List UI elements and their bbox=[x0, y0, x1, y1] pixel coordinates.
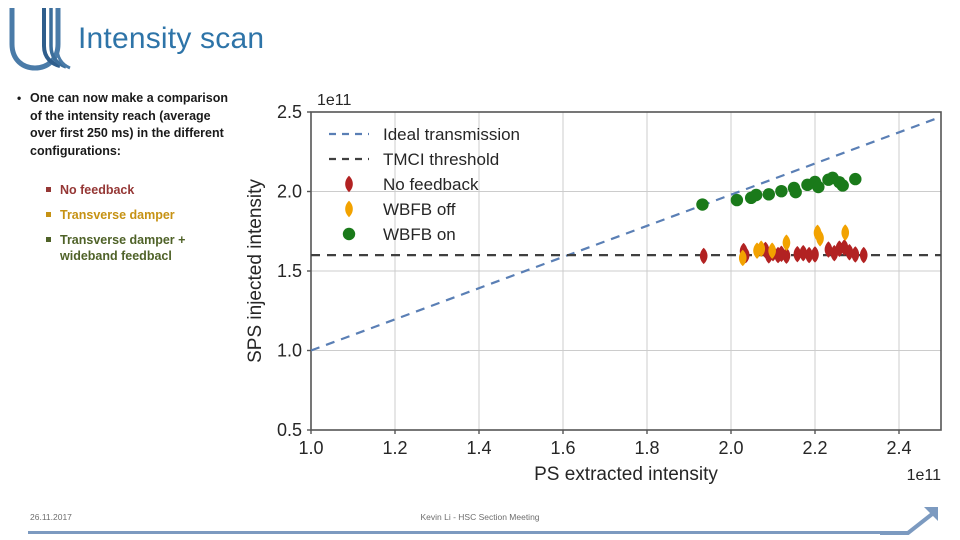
data-point-diamond bbox=[793, 245, 802, 263]
legend-label: WBFB on bbox=[383, 225, 456, 244]
data-point-diamond bbox=[805, 246, 813, 264]
data-point-diamond bbox=[738, 249, 747, 267]
list-item: No feedback bbox=[46, 182, 240, 198]
legend-marker-circle bbox=[342, 227, 356, 241]
data-point-diamond bbox=[816, 230, 824, 247]
legend-marker-diamond bbox=[345, 200, 353, 218]
data-point-circle bbox=[775, 184, 788, 198]
x-tick-label: 1.2 bbox=[382, 438, 407, 458]
data-point-circle bbox=[849, 172, 862, 186]
x-axis-exponent: 1e11 bbox=[907, 467, 942, 484]
data-point-diamond bbox=[757, 240, 766, 257]
y-axis-label: SPS injected intensity bbox=[245, 179, 266, 363]
data-point-diamond bbox=[841, 224, 850, 241]
data-point-diamond bbox=[851, 246, 860, 263]
square-bullet-icon bbox=[46, 187, 51, 192]
chart-canvas: 1.0 1.2 1.4 1.6 1.8 2.0 2.2 2.40.51.01.52.02.5P… bbox=[245, 92, 942, 485]
y-tick-label: 2.5 bbox=[277, 102, 302, 122]
x-tick-label: 2.0 bbox=[718, 438, 743, 458]
footer-date: 26.11.2017 bbox=[30, 512, 72, 522]
data-point-circle bbox=[789, 185, 802, 199]
data-point-circle bbox=[696, 198, 709, 211]
data-point-circle bbox=[750, 188, 763, 202]
body-text-column: • One can now make a comparison of the i… bbox=[8, 90, 240, 273]
list-item-label: Transverse damper bbox=[60, 208, 175, 222]
intensity-scan-chart: 1.0 1.2 1.4 1.6 1.8 2.0 2.2 2.4 0.5 1.0 1.5 2.0 2.5 P… bbox=[243, 88, 955, 488]
configuration-list: No feedback Transverse damper Transverse… bbox=[8, 182, 240, 264]
data-point-diamond bbox=[859, 246, 868, 264]
data-point-circle bbox=[812, 180, 825, 194]
square-bullet-icon bbox=[46, 237, 51, 242]
bullet-marker-icon: • bbox=[17, 91, 22, 105]
x-tick-label: 1.8 bbox=[634, 438, 659, 458]
list-item: Transverse damper bbox=[46, 207, 240, 223]
legend-label: TMCI threshold bbox=[383, 150, 499, 169]
y-tick-label: 1.5 bbox=[277, 261, 302, 281]
legend-label: WBFB off bbox=[383, 200, 456, 219]
slide-header: Intensity scan bbox=[0, 0, 960, 80]
footer-center-text: Kevin Li - HSC Section Meeting bbox=[420, 512, 540, 522]
data-point-circle bbox=[836, 179, 849, 192]
y-axis-exponent: 1e11 bbox=[317, 92, 352, 109]
data-point-diamond bbox=[811, 246, 819, 263]
list-item-label: No feedback bbox=[60, 183, 135, 197]
y-tick-label: 0.5 bbox=[277, 420, 302, 440]
y-tick-label: 2.0 bbox=[277, 182, 302, 202]
data-point-diamond bbox=[782, 247, 791, 264]
y-tick-label: 1.0 bbox=[277, 341, 302, 361]
u-logo-icon bbox=[9, 8, 71, 71]
x-tick-label: 2.2 bbox=[802, 438, 827, 458]
x-tick-label: 2.4 bbox=[886, 438, 911, 458]
main-bullet: • One can now make a comparison of the i… bbox=[8, 90, 240, 160]
data-point-circle bbox=[730, 193, 744, 207]
data-point-diamond bbox=[768, 242, 776, 259]
footer-divider bbox=[28, 531, 904, 534]
x-tick-label: 1.4 bbox=[466, 438, 491, 458]
data-point-diamond bbox=[845, 244, 854, 261]
data-point-circle bbox=[762, 188, 775, 201]
x-tick-label: 1.6 bbox=[550, 438, 575, 458]
legend-marker-diamond bbox=[345, 175, 353, 193]
data-point-diamond bbox=[699, 247, 708, 265]
legend-label: Ideal transmission bbox=[383, 125, 520, 144]
data-point-diamond bbox=[799, 244, 808, 262]
main-bullet-text: One can now make a comparison of the int… bbox=[30, 91, 228, 158]
list-item-label: Transverse damper + wideband feedbacl bbox=[60, 233, 186, 263]
data-point-diamond bbox=[782, 234, 791, 251]
list-item: Transverse damper + wideband feedbacl bbox=[46, 232, 240, 264]
x-tick-label: 1.0 bbox=[298, 438, 323, 458]
page-title: Intensity scan bbox=[78, 22, 265, 55]
square-bullet-icon bbox=[46, 212, 51, 217]
legend-label: No feedback bbox=[383, 175, 479, 194]
data-point-diamond bbox=[824, 241, 833, 258]
footer-decoration-icon bbox=[880, 507, 938, 535]
x-axis-label: PS extracted intensity bbox=[534, 464, 718, 485]
